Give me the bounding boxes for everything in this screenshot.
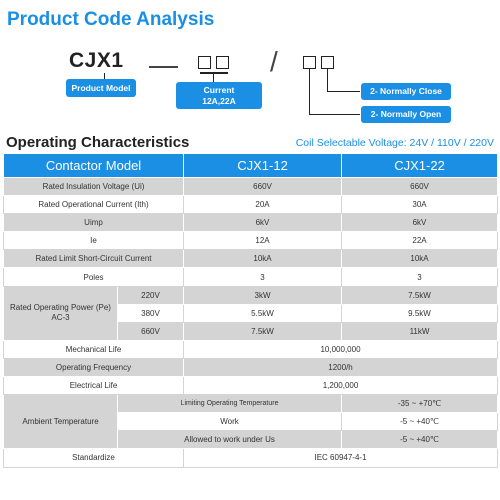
row-value: 20A <box>183 195 343 215</box>
row-label: Operating Frequency <box>2 357 185 378</box>
page-title: Product Code Analysis <box>7 9 215 30</box>
connector-line <box>327 69 328 91</box>
table-row: Mechanical Life 10,000,000 <box>2 339 499 359</box>
row-label: Poles <box>2 267 185 287</box>
connector-line <box>104 73 105 79</box>
row-label: Rated Operational Current (Ith) <box>2 195 185 215</box>
row-value: 12A <box>183 231 343 251</box>
row-value: -5 ~ +40℃ <box>341 412 499 432</box>
ambient-sub-label: Limiting Operating Temperature <box>116 394 343 414</box>
connector-line <box>200 72 228 74</box>
header-cjx1-12: CJX1-12 <box>183 153 343 178</box>
table-row: Uimp 6kV 6kV <box>2 213 499 233</box>
header-cjx1-22: CJX1-22 <box>341 153 499 178</box>
row-value: 10kA <box>341 249 499 269</box>
code-box-contact-2 <box>321 56 334 69</box>
ambient-sub-label: Work <box>116 412 343 432</box>
power-voltage: 220V <box>116 285 185 305</box>
table-row: Ambient Temperature Limiting Operating T… <box>3 394 499 450</box>
power-voltage: 660V <box>116 321 185 341</box>
row-value: 7.5kW <box>341 285 499 305</box>
row-label: Rated Limit Short-Circuit Current <box>2 249 185 269</box>
row-value: 3 <box>341 267 499 287</box>
spec-table: Contactor Model CJX1-12 CJX1-22 Rated In… <box>2 153 499 468</box>
row-value: 9.5kW <box>341 303 499 323</box>
row-label: Mechanical Life <box>2 339 185 359</box>
section-title: Operating Characteristics <box>6 134 190 151</box>
table-row: Operating Frequency 1200/h <box>2 357 499 378</box>
row-value: -35 ~ +70℃ <box>341 394 499 414</box>
power-label: Rated Operating Power (Pe) AC-3 <box>3 285 118 341</box>
row-value: 5.5kW <box>183 303 343 323</box>
table-row: Poles 3 3 <box>2 267 499 287</box>
row-value: 11kW <box>341 321 499 341</box>
row-value: IEC 60947-4-1 <box>183 448 499 468</box>
header-model: Contactor Model <box>2 153 185 178</box>
row-label: Standardize <box>2 448 185 468</box>
row-label: Uimp <box>2 213 185 233</box>
table-row: Electrical Life 1,200,000 <box>2 376 499 396</box>
code-box-contact-1 <box>303 56 316 69</box>
code-box-current-2 <box>216 56 229 69</box>
row-value: -5 ~ +40℃ <box>341 430 499 450</box>
code-slash: / <box>270 46 278 77</box>
row-value: 7.5kW <box>183 321 343 341</box>
table-row: Ie 12A 22A <box>2 231 499 251</box>
connector-line <box>213 72 214 82</box>
ambient-sub-label: Allowed to work under Us <box>116 430 343 450</box>
power-voltage: 380V <box>116 303 185 323</box>
table-row: Standardize IEC 60947-4-1 <box>2 448 499 468</box>
table-row: 380V 5.5kW 9.5kW <box>4 303 499 323</box>
table-row: Allowed to work under Us -5 ~ +40℃ <box>4 430 499 450</box>
row-value: 22A <box>341 231 499 251</box>
coil-voltage: Coil Selectable Voltage: 24V / 110V / 22… <box>295 137 494 149</box>
normally-open-label: 2- Normally Open <box>361 106 451 123</box>
connector-line <box>309 114 360 115</box>
product-model-label: Product Model <box>66 79 136 97</box>
table-row: Rated Operating Power (Pe) AC-3 220V 3kW… <box>3 285 499 341</box>
code-box-current-1 <box>198 56 211 69</box>
table-header: Contactor Model CJX1-12 CJX1-22 <box>2 153 499 178</box>
row-value: 1200/h <box>183 357 499 378</box>
connector-line <box>327 91 360 92</box>
normally-close-label: 2- Normally Close <box>361 83 451 100</box>
connector-line <box>309 69 310 114</box>
row-value: 660V <box>341 176 499 197</box>
row-label: Electrical Life <box>2 376 185 396</box>
row-value: 3 <box>183 267 343 287</box>
row-value: 1,200,000 <box>183 376 499 396</box>
table-row: Rated Limit Short-Circuit Current 10kA 1… <box>2 249 499 269</box>
row-value: 3kW <box>183 285 343 305</box>
row-value: 660V <box>183 176 343 197</box>
current-label-title: Current <box>203 84 235 95</box>
table-row: Rated Insulation Voltage (Ui) 660V 660V <box>2 176 499 197</box>
current-label-values: 12A,22A <box>202 95 236 106</box>
row-value: 6kV <box>183 213 343 233</box>
row-value: 30A <box>341 195 499 215</box>
model-code: CJX1 <box>69 49 124 72</box>
row-value: 10,000,000 <box>183 339 499 359</box>
row-label: Ie <box>2 231 185 251</box>
row-value: 10kA <box>183 249 343 269</box>
ambient-label: Ambient Temperature <box>3 394 118 450</box>
row-label: Rated Insulation Voltage (Ui) <box>2 176 185 197</box>
row-value: 6kV <box>341 213 499 233</box>
code-dash <box>149 66 178 68</box>
current-label: Current 12A,22A <box>176 82 262 109</box>
table-row: Rated Operational Current (Ith) 20A 30A <box>2 195 499 215</box>
